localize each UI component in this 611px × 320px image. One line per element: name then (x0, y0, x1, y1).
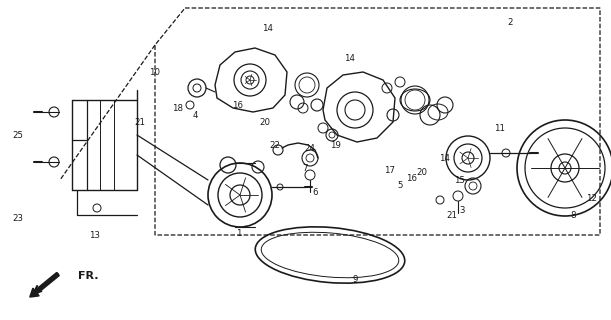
Text: 9: 9 (353, 276, 357, 284)
Text: 25: 25 (12, 131, 23, 140)
Text: 19: 19 (329, 140, 340, 149)
Text: 11: 11 (494, 124, 505, 132)
Text: 13: 13 (89, 230, 100, 239)
Text: 14: 14 (439, 154, 450, 163)
Text: 22: 22 (269, 140, 280, 149)
Text: 16: 16 (406, 173, 417, 182)
Text: 6: 6 (312, 188, 318, 196)
Text: 23: 23 (12, 213, 23, 222)
Text: 8: 8 (570, 211, 576, 220)
Text: FR.: FR. (78, 271, 98, 281)
Text: 7: 7 (302, 164, 308, 172)
Text: 17: 17 (384, 165, 395, 174)
Text: 14: 14 (263, 23, 274, 33)
Text: 2: 2 (507, 18, 513, 27)
Text: 14: 14 (345, 53, 356, 62)
Text: 3: 3 (459, 205, 465, 214)
Text: 16: 16 (233, 100, 244, 109)
Text: 21: 21 (134, 117, 145, 126)
Text: 1: 1 (236, 228, 242, 237)
Text: 24: 24 (304, 143, 315, 153)
FancyArrow shape (30, 272, 59, 297)
Text: 20: 20 (417, 167, 428, 177)
Text: 20: 20 (260, 117, 271, 126)
Text: 5: 5 (397, 180, 403, 189)
Text: 15: 15 (455, 175, 466, 185)
Text: 21: 21 (447, 211, 458, 220)
Text: 18: 18 (172, 103, 183, 113)
Text: 10: 10 (150, 68, 161, 76)
Text: 12: 12 (587, 194, 598, 203)
Text: 4: 4 (192, 110, 198, 119)
